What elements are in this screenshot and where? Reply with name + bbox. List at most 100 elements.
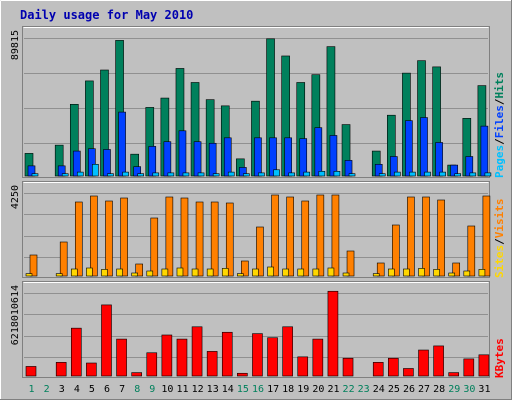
pages-bar xyxy=(318,171,326,177)
pages-bar xyxy=(439,171,446,177)
visits-bar xyxy=(376,262,385,277)
x-tick-label: 18 xyxy=(282,384,294,395)
sites-bar xyxy=(191,268,199,277)
sites-bar xyxy=(448,272,456,277)
files-bar xyxy=(148,146,157,177)
kbytes-bar xyxy=(372,362,384,377)
pages-bar xyxy=(273,169,280,177)
visits-bar xyxy=(422,196,430,277)
kbytes-bar xyxy=(25,366,37,377)
x-tick-label: 15 xyxy=(237,384,249,395)
visits-bar xyxy=(482,195,491,277)
visits-bar xyxy=(210,201,219,277)
files-bar xyxy=(435,142,443,177)
kbytes-bar xyxy=(86,362,97,377)
kbytes-bar xyxy=(403,368,414,377)
x-tick-label: 5 xyxy=(89,384,95,395)
visits-bar xyxy=(286,196,294,277)
sites-bar xyxy=(146,270,154,277)
visits-bar xyxy=(452,262,461,277)
x-tick-label: 2 xyxy=(44,384,50,395)
files-bar xyxy=(133,166,141,177)
visits-bar xyxy=(120,197,128,277)
x-tick-label: 20 xyxy=(312,384,324,395)
files-bar xyxy=(450,164,459,177)
files-bar xyxy=(27,165,36,177)
kbytes-bar xyxy=(267,337,278,377)
x-tick-label: 11 xyxy=(176,384,188,395)
sites-bar xyxy=(25,273,33,277)
pages-bar xyxy=(122,171,129,177)
legend-label: Sites/Visits xyxy=(493,199,506,279)
visits-bar xyxy=(256,226,264,277)
files-bar xyxy=(344,160,353,177)
sites-bar xyxy=(418,268,425,277)
visits-bar xyxy=(59,241,68,277)
x-tick-label: 7 xyxy=(119,384,125,395)
kbytes-bar xyxy=(191,326,203,377)
visits-bar xyxy=(437,199,445,277)
sites-bar xyxy=(267,266,274,277)
x-tick-label: 25 xyxy=(388,384,400,395)
legend-separator: / xyxy=(493,238,506,245)
pages-bar xyxy=(469,172,477,177)
x-tick-label: 8 xyxy=(134,384,140,395)
kbytes-bar xyxy=(478,354,490,377)
kbytes-bar xyxy=(433,345,444,377)
sites-bar xyxy=(221,268,229,277)
pages-bar xyxy=(288,172,295,177)
kbytes-bar xyxy=(55,362,67,377)
kbytes-bar xyxy=(206,351,218,377)
pages-bar xyxy=(454,173,462,177)
visits-bar xyxy=(29,254,38,277)
sites-bar xyxy=(388,268,395,277)
pages-bar xyxy=(92,164,99,177)
x-tick-label: 1 xyxy=(29,384,35,395)
kbytes-bar xyxy=(448,372,460,377)
kbytes-bar xyxy=(252,333,263,377)
kbytes-bar xyxy=(116,338,127,377)
sites-bar xyxy=(101,269,108,277)
sites-bar xyxy=(403,268,410,277)
panel-frame xyxy=(22,281,490,378)
pages-bar xyxy=(197,172,205,177)
files-bar xyxy=(103,149,111,177)
x-tick-label: 29 xyxy=(448,384,460,395)
files-bar xyxy=(72,150,81,177)
sites-bar xyxy=(463,270,471,277)
pages-bar xyxy=(394,171,401,177)
pages-bar xyxy=(243,173,250,177)
sites-bar xyxy=(282,268,289,277)
pages-bar xyxy=(31,173,39,177)
pages-bar xyxy=(258,172,265,177)
sites-bar xyxy=(237,273,244,277)
kbytes-bar xyxy=(161,334,173,377)
legend-entry-kbytes: KBytes xyxy=(493,338,506,378)
legend-separator: / xyxy=(493,98,506,105)
legend-entry-files: Files xyxy=(493,105,506,138)
y-axis-max-label: 89815 xyxy=(10,30,21,60)
x-tick-label: 22 xyxy=(343,384,355,395)
pages-bar xyxy=(76,171,84,177)
kbytes-bar xyxy=(463,358,475,377)
sites-bar xyxy=(297,268,305,277)
files-bar xyxy=(208,142,217,177)
sites-bar xyxy=(478,269,486,277)
x-tick-label: 12 xyxy=(192,384,204,395)
pages-bar xyxy=(303,171,311,177)
legend-label: KBytes xyxy=(493,338,506,378)
visits-bar xyxy=(150,217,159,277)
files-bar xyxy=(88,148,96,177)
sites-bar xyxy=(161,268,169,277)
pages-bar xyxy=(61,173,69,177)
kbytes-bar xyxy=(237,372,248,377)
pages-bar xyxy=(227,171,235,177)
sites-bar xyxy=(372,273,380,277)
x-tick-label: 27 xyxy=(418,384,430,395)
sites-bar xyxy=(131,272,138,277)
x-tick-label: 31 xyxy=(478,384,490,395)
visits-bar xyxy=(467,225,476,277)
files-bar xyxy=(193,141,202,177)
